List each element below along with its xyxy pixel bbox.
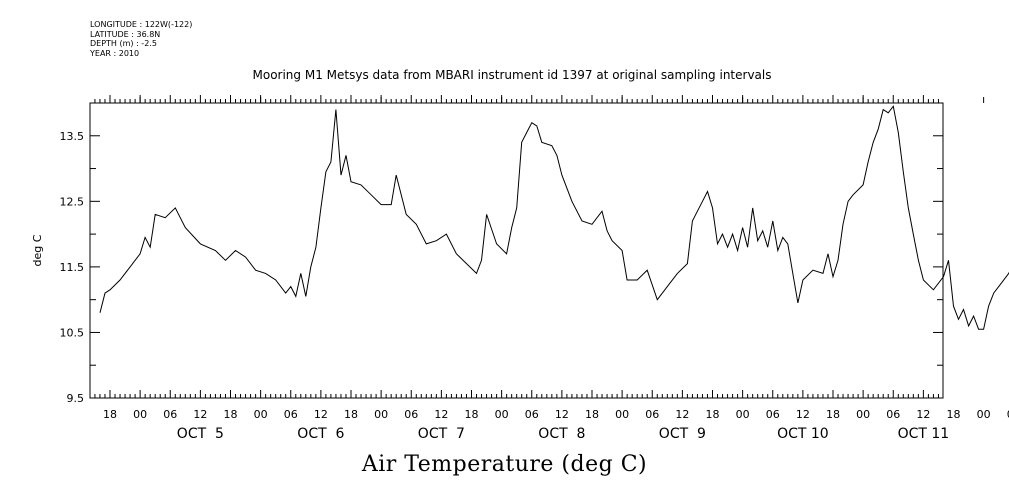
plot-frame (89, 102, 944, 399)
chart-title: Mooring M1 Metsys data from MBARI instru… (252, 68, 772, 82)
x-date-label: OCT 6 (297, 426, 344, 442)
x-date-label: OCT 11 (898, 426, 950, 442)
x-hour-label: 06 (645, 408, 659, 421)
x-axis-label: Air Temperature (deg C) (361, 452, 648, 477)
x-hour-label: 12 (434, 408, 448, 421)
series-line (99, 105, 1009, 330)
x-hour-label: 00 (736, 408, 750, 421)
x-hour-label: 00 (615, 408, 629, 421)
x-hour-label: 12 (555, 408, 569, 421)
x-date-label: OCT 7 (418, 426, 465, 442)
y-tick-label: 11.5 (60, 261, 85, 274)
y-tick-label: 12.5 (60, 195, 85, 208)
x-hour-label: 18 (947, 408, 961, 421)
x-hour-label: 00 (374, 408, 388, 421)
y-axis-label: deg C (31, 234, 44, 266)
x-date-label: OCT 9 (659, 426, 706, 442)
y-tick-label: 10.5 (60, 326, 85, 339)
x-hour-label: 18 (344, 408, 358, 421)
x-hour-label: 00 (856, 408, 870, 421)
x-hour-label: 00 (254, 408, 268, 421)
x-hour-label: 06 (163, 408, 177, 421)
x-hour-label: 06 (1007, 408, 1009, 421)
y-tick-label: 9.5 (67, 392, 85, 405)
x-hour-label: 06 (525, 408, 539, 421)
x-hour-label: 06 (404, 408, 418, 421)
x-hour-label: 18 (103, 408, 117, 421)
x-hour-label: 18 (826, 408, 840, 421)
longitude-label: LONGITUDE : 122W(-122) (90, 20, 193, 29)
x-date-label: OCT 5 (177, 426, 224, 442)
x-hour-label: 12 (675, 408, 689, 421)
x-hour-label: 12 (193, 408, 207, 421)
y-tick-label: 13.5 (60, 130, 85, 143)
latitude-label: LATITUDE : 36.8N (90, 29, 161, 39)
x-hour-label: 06 (886, 408, 900, 421)
x-hour-label: 12 (796, 408, 810, 421)
x-hour-label: 06 (766, 408, 780, 421)
metadata-block: LONGITUDE : 122W(-122) LATITUDE : 36.8N … (90, 20, 192, 58)
year-label: YEAR : 2010 (90, 48, 140, 58)
x-hour-label: 12 (314, 408, 328, 421)
x-hour-label: 18 (706, 408, 720, 421)
x-date-label: OCT 8 (538, 426, 585, 442)
x-date-label: OCT 10 (777, 426, 829, 442)
x-hour-label: 06 (284, 408, 298, 421)
x-hour-label: 00 (133, 408, 147, 421)
x-hour-label: 18 (224, 408, 238, 421)
x-hour-label: 18 (465, 408, 479, 421)
x-hour-label: 00 (977, 408, 991, 421)
x-hour-label: 18 (585, 408, 599, 421)
x-hour-label: 00 (495, 408, 509, 421)
depth-label: DEPTH (m) : -2.5 (90, 39, 157, 48)
x-hour-label: 12 (916, 408, 930, 421)
